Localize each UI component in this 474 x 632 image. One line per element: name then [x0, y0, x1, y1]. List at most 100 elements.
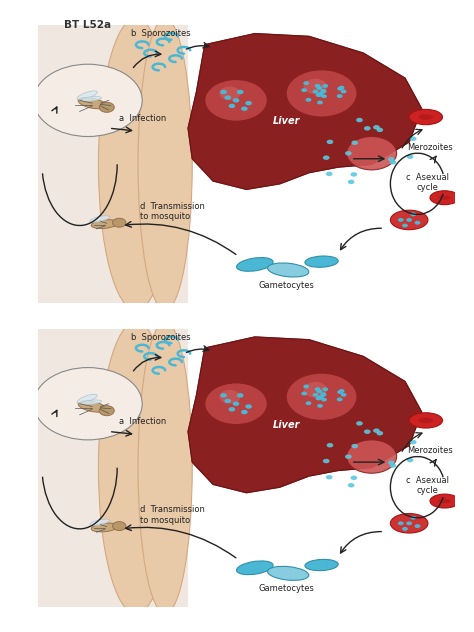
Circle shape	[113, 521, 126, 530]
Circle shape	[224, 95, 231, 100]
Circle shape	[350, 475, 357, 480]
Circle shape	[390, 463, 396, 468]
Text: c  Asexual
cycle: c Asexual cycle	[406, 476, 449, 495]
Circle shape	[346, 137, 397, 170]
Circle shape	[338, 86, 345, 90]
Circle shape	[237, 90, 244, 94]
Circle shape	[245, 404, 252, 409]
Circle shape	[415, 221, 420, 224]
Circle shape	[326, 172, 333, 176]
Circle shape	[99, 406, 114, 416]
Ellipse shape	[81, 97, 101, 101]
Circle shape	[337, 87, 343, 90]
Circle shape	[34, 64, 142, 137]
Circle shape	[286, 373, 357, 420]
Circle shape	[323, 459, 329, 463]
Circle shape	[341, 90, 346, 94]
Ellipse shape	[90, 216, 109, 222]
Text: Gametocytes: Gametocytes	[258, 281, 314, 290]
Circle shape	[348, 483, 355, 487]
Circle shape	[326, 475, 333, 480]
Circle shape	[407, 155, 413, 159]
Text: Liver: Liver	[273, 420, 300, 430]
Polygon shape	[188, 33, 422, 190]
Circle shape	[320, 90, 327, 94]
Ellipse shape	[77, 394, 97, 403]
Circle shape	[345, 151, 352, 155]
Circle shape	[320, 392, 326, 396]
Circle shape	[317, 389, 322, 393]
Text: BT L52a: BT L52a	[64, 20, 111, 30]
Circle shape	[410, 137, 417, 141]
Circle shape	[410, 212, 416, 216]
Circle shape	[406, 521, 412, 525]
Circle shape	[402, 527, 408, 531]
Circle shape	[205, 383, 267, 425]
Circle shape	[233, 401, 239, 406]
Ellipse shape	[237, 561, 273, 574]
Ellipse shape	[237, 258, 273, 271]
FancyBboxPatch shape	[38, 326, 188, 609]
Circle shape	[322, 84, 328, 88]
Ellipse shape	[305, 256, 338, 267]
Circle shape	[322, 387, 328, 391]
Text: b  Sporozoites: b Sporozoites	[131, 333, 191, 342]
Circle shape	[34, 368, 142, 440]
Circle shape	[205, 80, 267, 121]
Circle shape	[410, 516, 416, 520]
Circle shape	[317, 86, 322, 90]
Circle shape	[99, 102, 114, 112]
Circle shape	[113, 218, 126, 227]
Circle shape	[402, 224, 408, 228]
Circle shape	[312, 393, 319, 397]
Circle shape	[341, 393, 346, 397]
Text: c  Asexual
cycle: c Asexual cycle	[406, 173, 449, 192]
Circle shape	[318, 395, 324, 399]
Circle shape	[318, 92, 324, 95]
Text: Merozoites: Merozoites	[407, 143, 453, 152]
Circle shape	[316, 93, 322, 97]
Circle shape	[388, 460, 395, 465]
Circle shape	[237, 393, 244, 398]
Circle shape	[407, 458, 413, 463]
Circle shape	[346, 440, 397, 473]
Ellipse shape	[305, 559, 338, 571]
Circle shape	[410, 440, 417, 444]
Circle shape	[312, 90, 319, 94]
Circle shape	[303, 81, 309, 85]
Circle shape	[315, 387, 320, 391]
Circle shape	[233, 98, 239, 102]
Text: b  Sporozoites: b Sporozoites	[131, 30, 191, 39]
Circle shape	[337, 390, 343, 394]
Circle shape	[245, 101, 252, 106]
Circle shape	[327, 140, 333, 144]
Circle shape	[320, 89, 326, 93]
Ellipse shape	[268, 566, 309, 580]
Circle shape	[317, 100, 323, 104]
Text: a  Infection: a Infection	[119, 417, 166, 427]
Circle shape	[398, 218, 404, 222]
Circle shape	[301, 392, 307, 396]
Circle shape	[304, 78, 327, 94]
Circle shape	[224, 399, 231, 403]
Circle shape	[388, 157, 395, 162]
Circle shape	[338, 389, 345, 393]
Circle shape	[321, 398, 327, 401]
Circle shape	[398, 521, 404, 525]
Ellipse shape	[438, 499, 451, 503]
Ellipse shape	[77, 91, 97, 100]
Circle shape	[348, 179, 355, 184]
Circle shape	[316, 396, 322, 400]
Ellipse shape	[409, 413, 443, 428]
Ellipse shape	[90, 519, 109, 526]
Circle shape	[316, 93, 321, 97]
Text: d  Transmission
to mosquito: d Transmission to mosquito	[140, 202, 205, 221]
Ellipse shape	[91, 523, 118, 532]
Ellipse shape	[438, 196, 451, 200]
Circle shape	[356, 421, 363, 425]
Ellipse shape	[409, 109, 443, 125]
Circle shape	[306, 401, 311, 405]
Ellipse shape	[430, 191, 459, 205]
Ellipse shape	[430, 494, 459, 508]
Circle shape	[337, 94, 343, 98]
